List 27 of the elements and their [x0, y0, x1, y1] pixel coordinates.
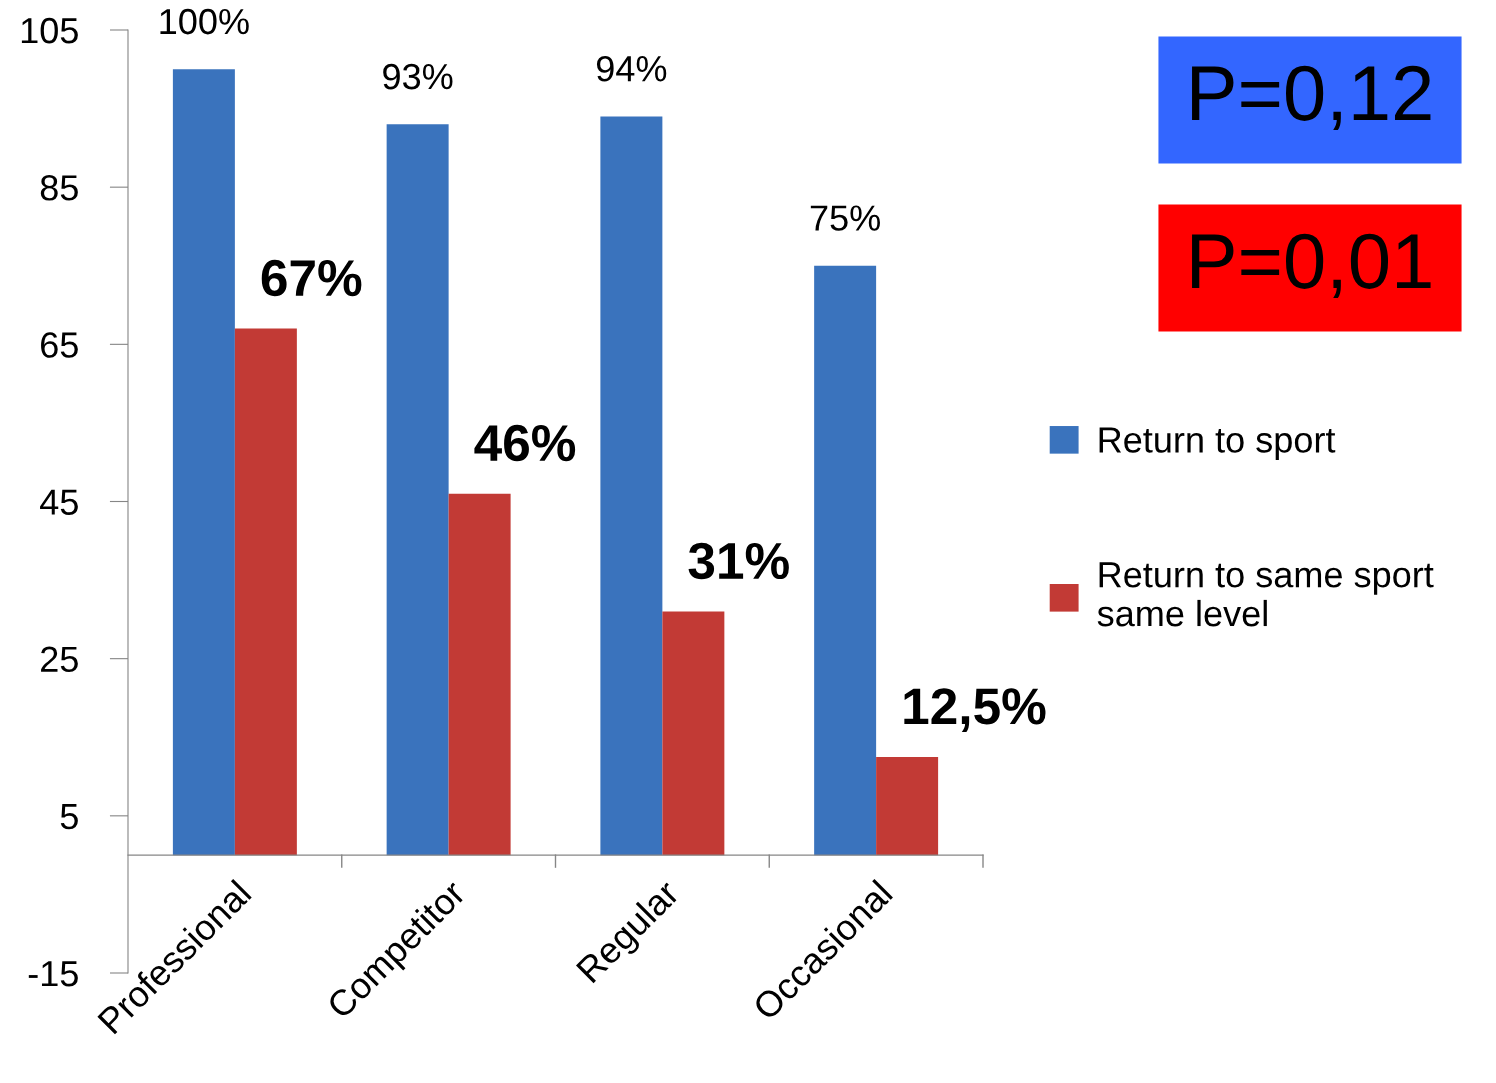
data-label: 100% [160, 8, 249, 35]
y-tick-label: 25 [41, 646, 78, 673]
data-label: 31% [688, 542, 789, 580]
bar [386, 124, 449, 856]
data-label: 94% [596, 55, 667, 82]
y-tick-label: 65 [41, 332, 78, 358]
data-label: 67% [261, 259, 362, 297]
bar [448, 493, 511, 856]
legend-label: Return to sport [1099, 427, 1336, 460]
bar [814, 265, 877, 856]
text: P=0,12 [1192, 65, 1431, 131]
data-label: 12,5% [904, 688, 1046, 732]
data-label: 93% [383, 63, 453, 90]
bar [234, 328, 297, 856]
y-tick-label: 105 [21, 17, 78, 44]
y-tick-label: 45 [40, 489, 78, 515]
bar [172, 69, 235, 856]
bar [876, 756, 939, 856]
data-label: 75% [810, 205, 880, 231]
y-tick-label: 5 [60, 804, 78, 830]
data-label: 46% [474, 424, 576, 462]
legend-label: Return to same sport same level [1097, 562, 1434, 627]
text: P=0,01 [1192, 233, 1431, 299]
y-tick-label: 85 [40, 175, 78, 201]
y-tick-label: -15 [28, 961, 78, 987]
bar [600, 116, 663, 856]
bar [662, 611, 725, 856]
